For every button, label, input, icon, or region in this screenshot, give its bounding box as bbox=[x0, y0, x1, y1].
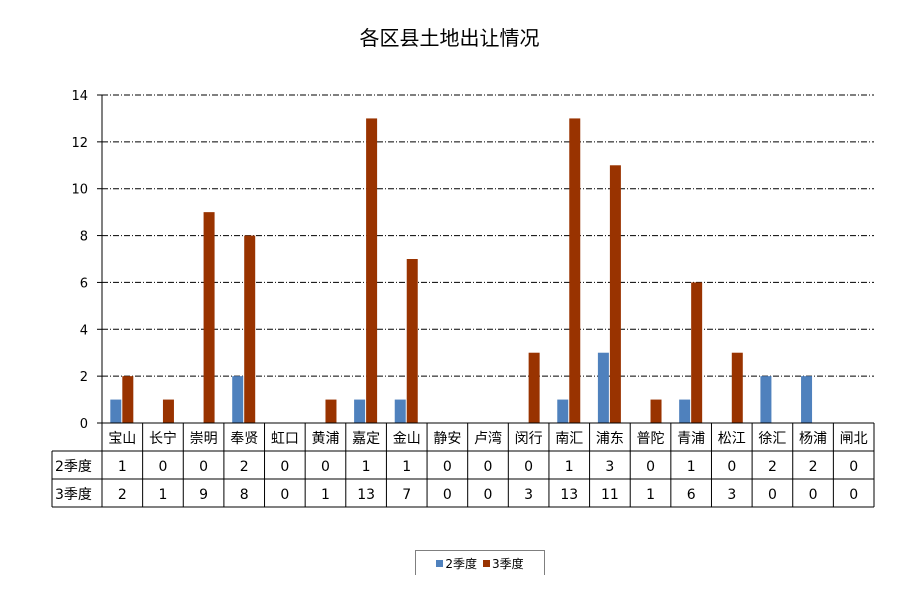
table-cell: 0 bbox=[199, 459, 208, 475]
category-label: 杨浦 bbox=[799, 431, 827, 447]
category-label: 闵行 bbox=[515, 431, 543, 447]
bar-q3 bbox=[325, 399, 337, 423]
bar-q3 bbox=[528, 352, 540, 423]
y-tick-label: 14 bbox=[71, 89, 88, 104]
bar-q2 bbox=[354, 399, 366, 423]
table-cell: 0 bbox=[849, 487, 858, 503]
bar-q3 bbox=[203, 212, 215, 423]
category-label: 南汇 bbox=[555, 431, 583, 447]
table-cell: 0 bbox=[727, 459, 736, 475]
table-cell: 0 bbox=[768, 487, 777, 503]
bar-q2 bbox=[801, 376, 813, 423]
table-cell: 3 bbox=[727, 487, 736, 503]
table-cell: 11 bbox=[601, 487, 619, 503]
table-cell: 0 bbox=[809, 487, 818, 503]
table-cell: 7 bbox=[402, 487, 411, 503]
category-label: 嘉定 bbox=[352, 431, 380, 447]
table-cell: 0 bbox=[484, 487, 493, 503]
category-label: 普陀 bbox=[637, 431, 665, 447]
bar-q3 bbox=[366, 118, 378, 423]
table-cell: 3 bbox=[524, 487, 533, 503]
table-cell: 0 bbox=[158, 459, 167, 475]
category-label: 松江 bbox=[718, 431, 746, 447]
bar-q3 bbox=[406, 259, 418, 423]
legend-label-q3: 3季度 bbox=[492, 556, 524, 571]
table-cell: 1 bbox=[687, 459, 696, 475]
category-label: 黄浦 bbox=[311, 430, 339, 447]
legend-label-q2: 2季度 bbox=[445, 556, 477, 571]
table-cell: 1 bbox=[321, 487, 330, 503]
category-label: 浦东 bbox=[596, 431, 624, 447]
table-cell: 1 bbox=[646, 487, 655, 503]
table-cell: 1 bbox=[402, 459, 411, 475]
bar-q2 bbox=[110, 399, 122, 423]
category-label: 徐汇 bbox=[758, 431, 786, 447]
legend-item-q3: 3季度 bbox=[483, 555, 524, 572]
table-cell: 0 bbox=[849, 459, 858, 475]
category-label: 奉贤 bbox=[230, 431, 258, 447]
category-label: 长宁 bbox=[149, 430, 177, 447]
y-tick-label: 12 bbox=[71, 136, 88, 151]
bar-q2 bbox=[394, 399, 406, 423]
table-cell: 8 bbox=[240, 487, 249, 503]
bar-q3 bbox=[650, 399, 662, 423]
chart-legend: 2季度 3季度 bbox=[415, 550, 545, 575]
y-tick-label: 0 bbox=[80, 417, 88, 432]
category-label: 宝山 bbox=[108, 431, 136, 447]
bar-q2 bbox=[597, 352, 609, 423]
category-label: 卢湾 bbox=[474, 430, 502, 447]
bar-q2 bbox=[232, 376, 244, 423]
table-cell: 1 bbox=[565, 459, 574, 475]
table-cell: 2 bbox=[118, 487, 127, 503]
table-cell: 2 bbox=[809, 459, 818, 475]
bar-q3 bbox=[122, 376, 134, 423]
bar-q3 bbox=[162, 399, 174, 423]
chart-title: 各区县土地出让情况 bbox=[359, 26, 540, 50]
table-cell: 0 bbox=[443, 459, 452, 475]
bar-q2 bbox=[760, 376, 772, 423]
table-series-label: 2季度 bbox=[55, 459, 92, 475]
table-cell: 0 bbox=[484, 459, 493, 475]
table-cell: 9 bbox=[199, 487, 208, 503]
legend-item-q2: 2季度 bbox=[436, 555, 477, 572]
category-label: 虹口 bbox=[271, 431, 299, 447]
category-label: 闸北 bbox=[840, 431, 868, 447]
table-cell: 0 bbox=[321, 459, 330, 475]
table-cell: 1 bbox=[158, 487, 167, 503]
category-label: 青浦 bbox=[677, 431, 705, 447]
bar-q2 bbox=[557, 399, 569, 423]
table-cell: 0 bbox=[280, 459, 289, 475]
bar-q2 bbox=[679, 399, 691, 423]
table-cell: 1 bbox=[362, 459, 371, 475]
y-tick-label: 2 bbox=[80, 370, 88, 385]
table-cell: 0 bbox=[443, 487, 452, 503]
table-cell: 1 bbox=[118, 459, 127, 475]
table-cell: 6 bbox=[687, 487, 696, 503]
legend-swatch-q2 bbox=[436, 559, 444, 567]
category-label: 崇明 bbox=[190, 431, 218, 447]
bar-q3 bbox=[569, 118, 581, 423]
y-tick-label: 4 bbox=[80, 323, 88, 338]
y-tick-label: 8 bbox=[80, 230, 88, 245]
bar-q3 bbox=[609, 165, 621, 424]
table-cell: 13 bbox=[357, 487, 375, 503]
y-tick-label: 10 bbox=[71, 183, 88, 198]
table-cell: 2 bbox=[768, 459, 777, 475]
table-cell: 3 bbox=[605, 459, 614, 475]
table-cell: 0 bbox=[524, 459, 533, 475]
legend-swatch-q3 bbox=[483, 559, 490, 567]
table-cell: 13 bbox=[560, 487, 578, 503]
category-label: 静安 bbox=[433, 431, 461, 447]
category-label: 金山 bbox=[393, 431, 421, 447]
bar-q3 bbox=[691, 282, 703, 423]
table-cell: 2 bbox=[240, 459, 249, 475]
table-cell: 0 bbox=[280, 487, 289, 503]
y-tick-label: 6 bbox=[80, 276, 88, 291]
table-cell: 0 bbox=[646, 459, 655, 475]
bar-q3 bbox=[731, 352, 743, 423]
table-series-label: 3季度 bbox=[55, 487, 92, 503]
bar-q3 bbox=[244, 235, 256, 423]
